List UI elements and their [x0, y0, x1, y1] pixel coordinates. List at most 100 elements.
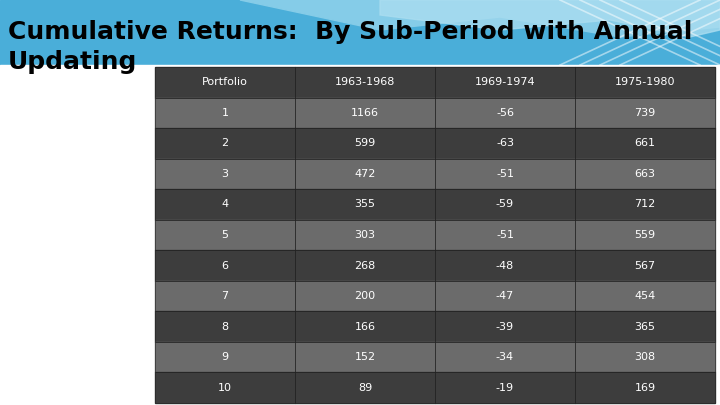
Bar: [295, 128, 435, 159]
Bar: [575, 342, 715, 373]
Bar: [435, 220, 575, 250]
Bar: [295, 220, 435, 250]
Text: 599: 599: [354, 139, 376, 148]
Text: Portfolio: Portfolio: [202, 77, 248, 87]
Bar: [155, 373, 295, 403]
Bar: [575, 159, 715, 189]
Bar: [575, 98, 715, 128]
Text: -51: -51: [496, 169, 514, 179]
Polygon shape: [380, 0, 720, 37]
Text: 559: 559: [634, 230, 656, 240]
Bar: [155, 311, 295, 342]
Bar: [575, 373, 715, 403]
Bar: [435, 159, 575, 189]
Bar: [155, 189, 295, 220]
Text: -59: -59: [496, 199, 514, 209]
Bar: [0, 0, 720, 75]
Bar: [295, 98, 435, 128]
Bar: [575, 159, 715, 189]
Text: -34: -34: [496, 352, 514, 362]
Text: 169: 169: [634, 383, 656, 393]
Text: -51: -51: [496, 230, 514, 240]
Bar: [155, 281, 295, 311]
Text: 308: 308: [634, 352, 656, 362]
Text: 661: 661: [634, 139, 655, 148]
Bar: [575, 98, 715, 128]
Text: Updating: Updating: [8, 50, 138, 74]
Bar: [295, 220, 435, 250]
Text: 1963-1968: 1963-1968: [335, 77, 395, 87]
Text: 712: 712: [634, 199, 656, 209]
Bar: [155, 342, 295, 373]
Text: -47: -47: [496, 291, 514, 301]
Bar: [435, 342, 575, 373]
Bar: [295, 67, 435, 98]
Text: 1166: 1166: [351, 108, 379, 118]
Bar: [435, 373, 575, 403]
Text: 1969-1974: 1969-1974: [474, 77, 535, 87]
Bar: [295, 373, 435, 403]
Text: 6: 6: [222, 260, 228, 271]
Bar: [435, 373, 575, 403]
Bar: [155, 220, 295, 250]
Bar: [295, 250, 435, 281]
Bar: [155, 159, 295, 189]
Bar: [295, 342, 435, 373]
Bar: [295, 189, 435, 220]
Bar: [435, 189, 575, 220]
Bar: [155, 342, 295, 373]
Text: 365: 365: [634, 322, 655, 332]
Bar: [155, 67, 295, 98]
Bar: [295, 250, 435, 281]
Bar: [155, 250, 295, 281]
Text: 8: 8: [222, 322, 228, 332]
Bar: [435, 98, 575, 128]
Bar: [435, 67, 575, 98]
Bar: [155, 159, 295, 189]
Text: 303: 303: [354, 230, 376, 240]
Text: 355: 355: [354, 199, 376, 209]
Text: 739: 739: [634, 108, 656, 118]
Bar: [575, 250, 715, 281]
Text: 663: 663: [634, 169, 655, 179]
Bar: [155, 128, 295, 159]
Bar: [435, 311, 575, 342]
Bar: [435, 281, 575, 311]
Bar: [435, 250, 575, 281]
Bar: [575, 311, 715, 342]
Polygon shape: [240, 0, 720, 37]
Bar: [295, 98, 435, 128]
Bar: [295, 281, 435, 311]
Text: 2: 2: [222, 139, 228, 148]
Bar: [435, 220, 575, 250]
Bar: [575, 250, 715, 281]
Bar: [435, 98, 575, 128]
Text: 3: 3: [222, 169, 228, 179]
Bar: [155, 128, 295, 159]
Bar: [155, 98, 295, 128]
Text: 1975-1980: 1975-1980: [615, 77, 675, 87]
Text: Cumulative Returns:  By Sub-Period with Annual: Cumulative Returns: By Sub-Period with A…: [8, 20, 693, 44]
Text: 1: 1: [222, 108, 228, 118]
Bar: [155, 311, 295, 342]
Bar: [575, 128, 715, 159]
Text: 454: 454: [634, 291, 656, 301]
Bar: [295, 311, 435, 342]
Bar: [435, 159, 575, 189]
Bar: [155, 98, 295, 128]
Bar: [435, 342, 575, 373]
Bar: [575, 189, 715, 220]
Bar: [575, 373, 715, 403]
Bar: [295, 311, 435, 342]
Text: 7: 7: [222, 291, 228, 301]
Bar: [295, 67, 435, 98]
Bar: [435, 128, 575, 159]
Text: 10: 10: [218, 383, 232, 393]
Bar: [435, 250, 575, 281]
Text: 152: 152: [354, 352, 376, 362]
Text: 200: 200: [354, 291, 376, 301]
Text: -63: -63: [496, 139, 514, 148]
Bar: [155, 373, 295, 403]
Bar: [295, 128, 435, 159]
Bar: [435, 281, 575, 311]
